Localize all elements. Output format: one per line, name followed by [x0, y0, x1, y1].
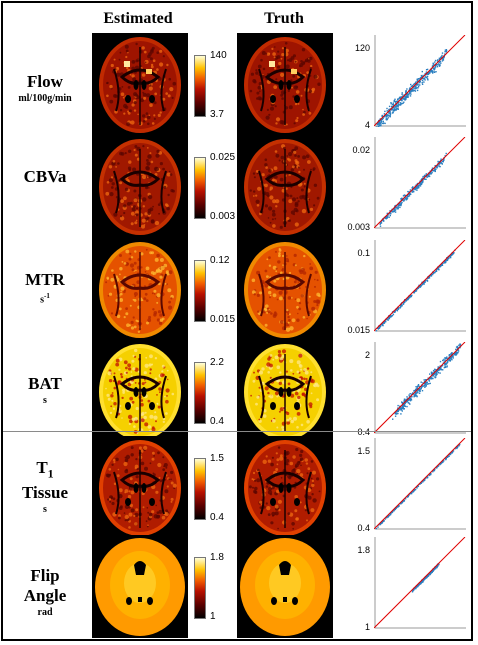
estimated-map-flow — [92, 33, 188, 136]
colorbar-mtr — [194, 260, 206, 322]
header-estimated: Estimated — [103, 10, 173, 27]
scatter-max-cbva: 0.02 — [352, 145, 370, 155]
truth-map-mtr — [237, 238, 333, 341]
scatter-plot-cbva — [373, 136, 466, 229]
row-label-bat: BAT s — [28, 374, 62, 406]
row-label-cbva: CBVa — [23, 167, 67, 186]
scatter-points — [411, 563, 440, 593]
colorbar-min-cbva: 0.003 — [210, 211, 236, 222]
colorbar-flow — [194, 55, 206, 117]
scatter-plot-mtr — [373, 239, 466, 332]
scatter-min-flow: 4 — [364, 120, 370, 130]
scatter-max-mtr: 0.1 — [357, 248, 370, 258]
colorbar-min-flip: 1 — [210, 611, 216, 622]
identity-line — [373, 536, 466, 629]
identity-line — [373, 437, 466, 530]
estimated-map-flip — [92, 535, 188, 638]
colorbar-max-flip: 1.8 — [210, 552, 224, 563]
truth-map-flip — [237, 535, 333, 638]
truth-map-bat — [237, 340, 333, 443]
scatter-points — [379, 152, 447, 227]
colorbar-t1 — [194, 458, 206, 520]
identity-line — [373, 341, 466, 434]
truth-map-t1 — [237, 436, 333, 539]
colorbar-max-t1: 1.5 — [210, 453, 224, 464]
scatter-min-t1: 0.4 — [357, 523, 370, 533]
identity-line — [373, 239, 466, 332]
row-label-mtr: MTR s-1 — [25, 270, 65, 306]
scatter-plot-flip — [373, 536, 466, 629]
estimated-map-mtr — [92, 238, 188, 341]
colorbar-cbva — [194, 157, 206, 219]
row-label-t1: T1 Tissue s — [22, 458, 68, 516]
scatter-plot-bat — [373, 341, 466, 434]
estimated-map-cbva — [92, 135, 188, 238]
truth-map-flow — [237, 33, 333, 136]
colorbar-max-mtr: 0.12 — [210, 255, 230, 266]
scatter-max-flip: 1.8 — [357, 545, 370, 555]
colorbar-max-bat: 2.2 — [210, 357, 224, 368]
scatter-min-mtr: 0.015 — [347, 325, 370, 335]
colorbar-min-bat: 0.4 — [210, 416, 224, 427]
scatter-max-t1: 1.5 — [357, 446, 370, 456]
scatter-plot-t1 — [373, 437, 466, 530]
row-label-flow: Flow ml/100g/min — [18, 72, 72, 104]
estimated-map-t1 — [92, 436, 188, 539]
scatter-min-flip: 1 — [364, 622, 370, 632]
row-label-flip: Flip Angle rad — [23, 566, 67, 618]
identity-line — [373, 34, 466, 127]
scatter-points — [392, 343, 462, 420]
colorbar-min-t1: 0.4 — [210, 512, 224, 523]
colorbar-max-flow: 140 — [210, 50, 227, 61]
header-truth: Truth — [264, 10, 304, 27]
scatter-min-cbva: 0.003 — [347, 222, 370, 232]
colorbar-min-mtr: 0.015 — [210, 314, 236, 325]
colorbar-flip — [194, 557, 206, 619]
colorbar-bat — [194, 362, 206, 424]
scatter-min-bat: 0.4 — [357, 427, 370, 437]
scatter-plot-flow — [373, 34, 466, 133]
row-divider — [3, 431, 471, 432]
scatter-max-flow: 120 — [354, 43, 370, 53]
identity-line — [373, 136, 466, 229]
scatter-points — [375, 443, 461, 530]
estimated-map-bat — [92, 340, 188, 443]
scatter-max-bat: 2 — [364, 350, 370, 360]
colorbar-max-cbva: 0.025 — [210, 152, 236, 163]
colorbar-min-flow: 3.7 — [210, 109, 224, 120]
truth-map-cbva — [237, 135, 333, 238]
